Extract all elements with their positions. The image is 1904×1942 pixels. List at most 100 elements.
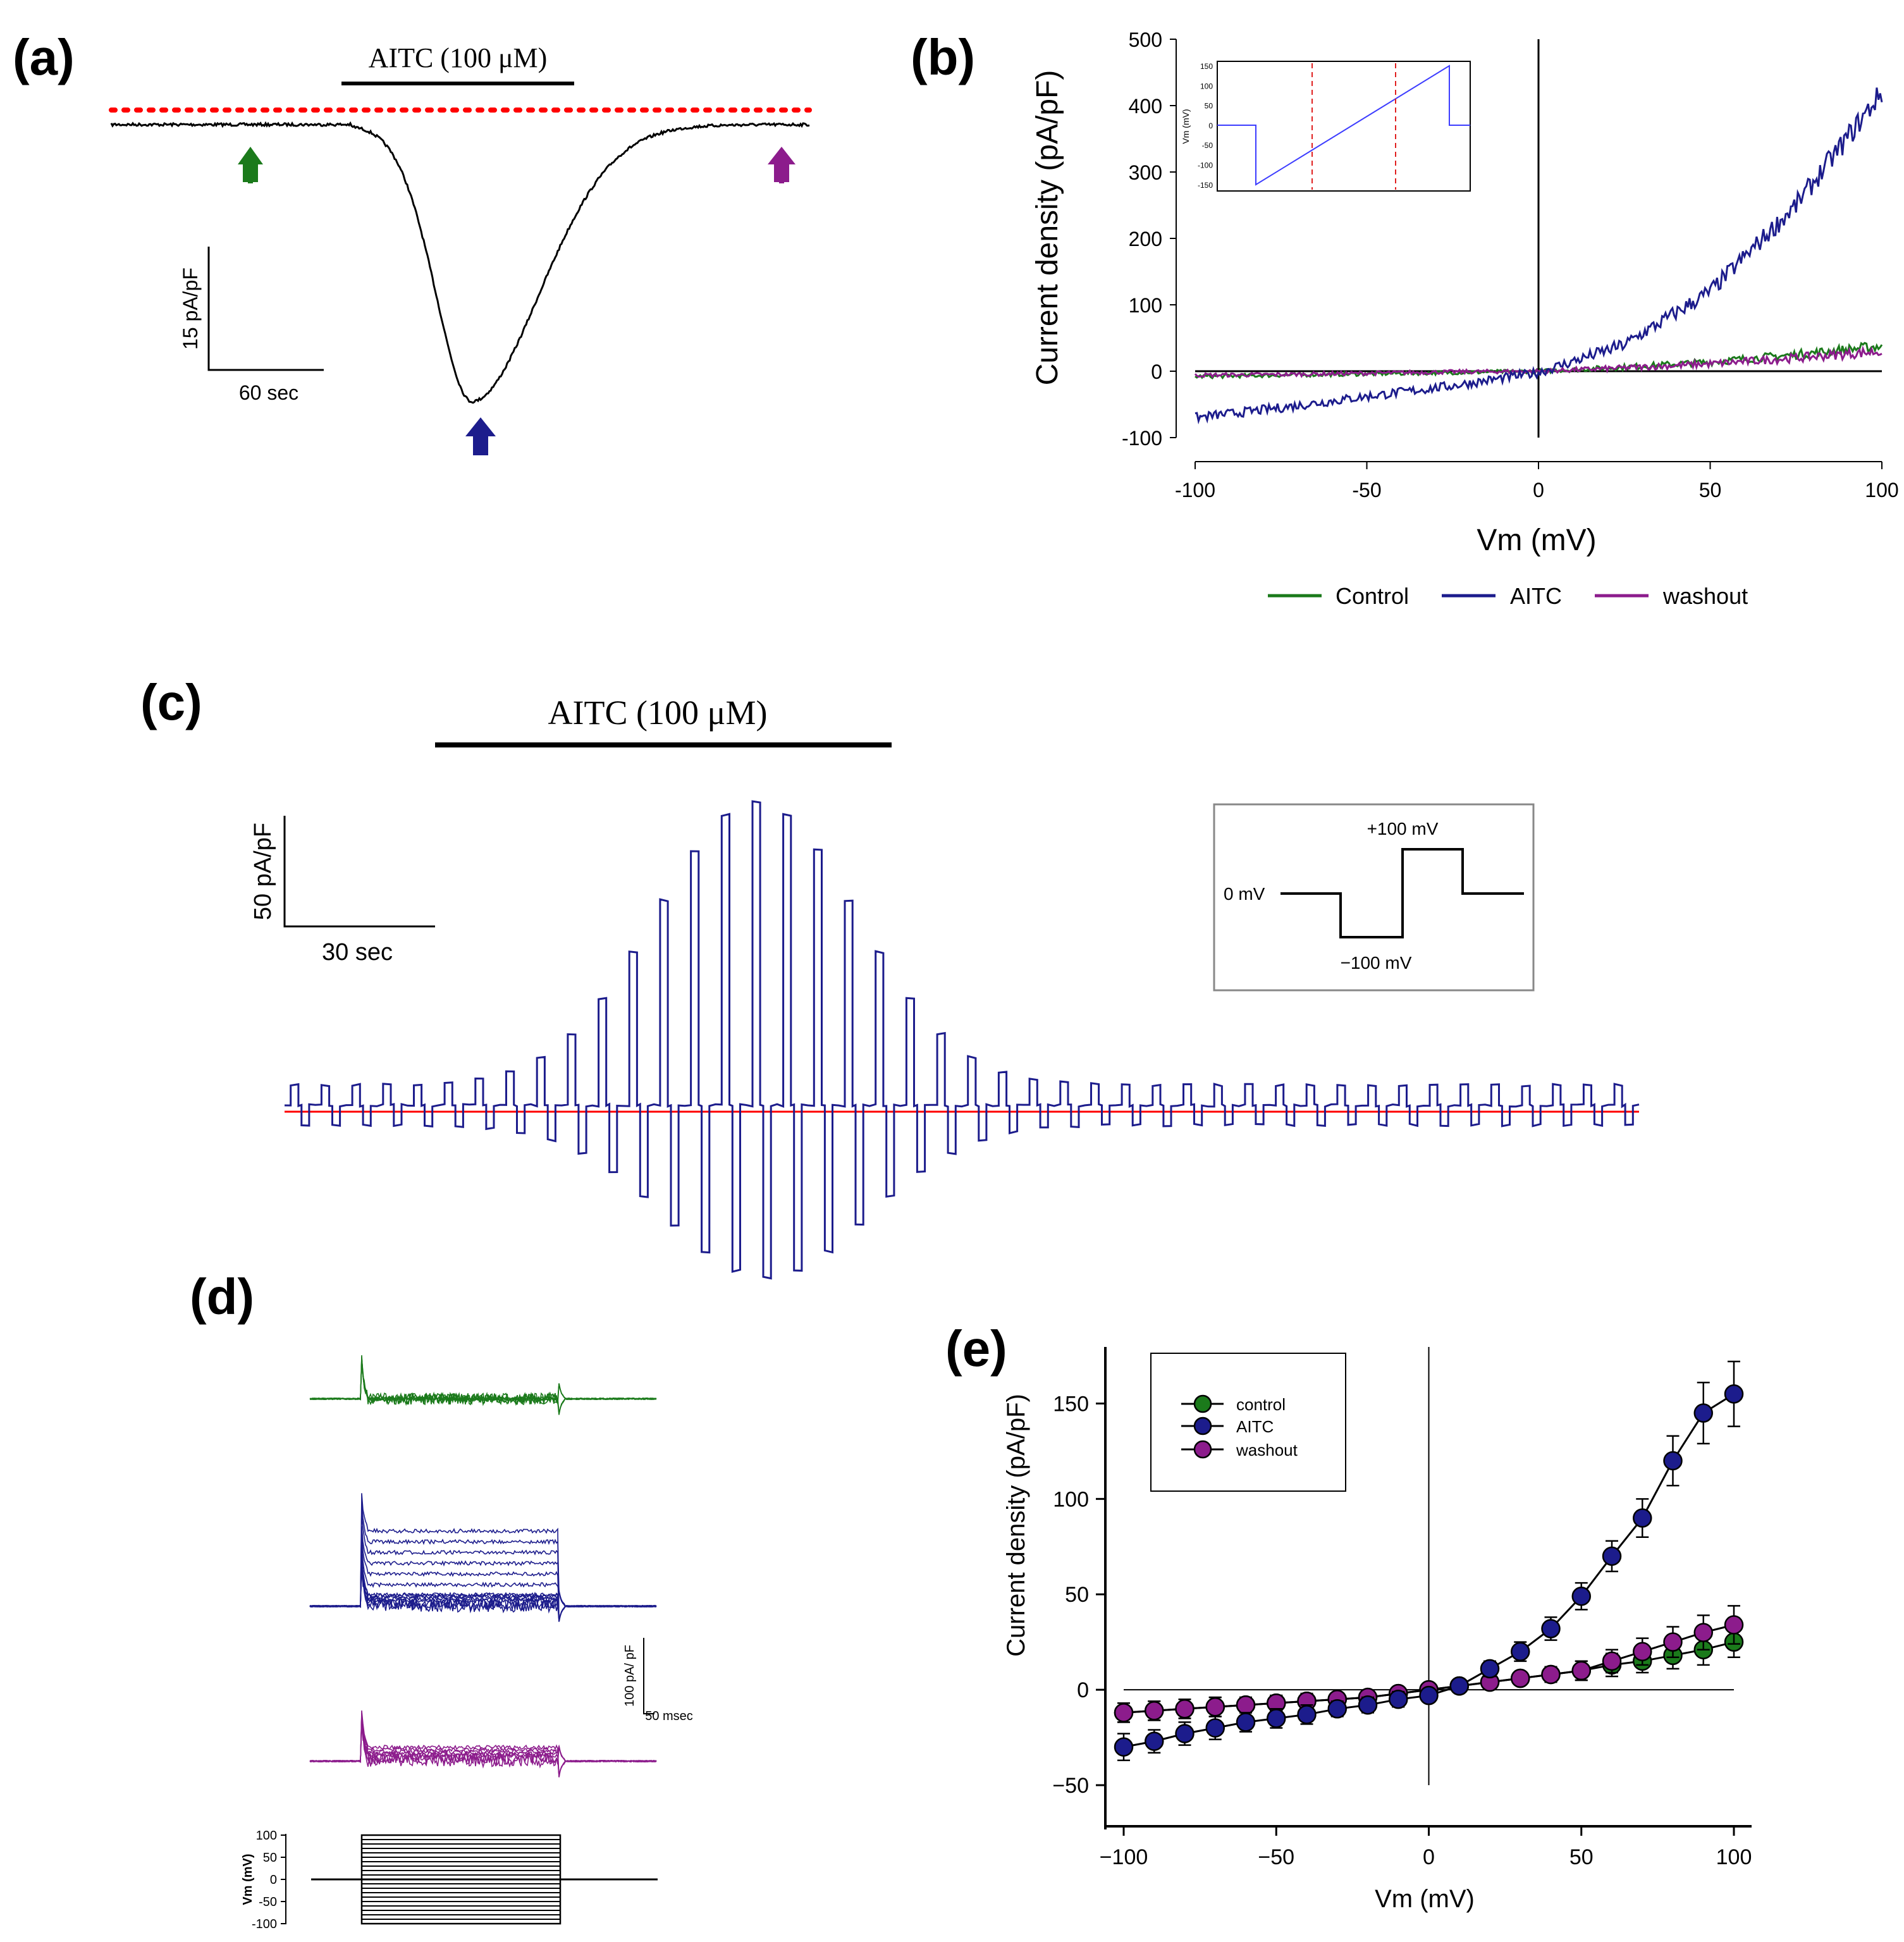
washout-arrow-stem xyxy=(774,163,789,182)
inset-frame xyxy=(1217,61,1471,192)
panel-d-trace-aitc xyxy=(309,1493,657,1622)
panel-e-xtick-label: −100 xyxy=(1100,1845,1148,1869)
panel-b-line-aitc xyxy=(1195,87,1883,425)
panel-e-point-aitc xyxy=(1358,1695,1378,1715)
legend-marker-aitc xyxy=(1193,1417,1212,1435)
panel-e-point-aitc xyxy=(1571,1586,1591,1606)
panel-e-point-aitc xyxy=(1541,1619,1561,1638)
panel-d-protocol: 100 50 0 -50 -100 Vm (mV) xyxy=(241,1829,658,1931)
panel-b-label: (b) xyxy=(911,29,975,85)
panel-d-label: (d) xyxy=(190,1269,254,1325)
panel-e: (e) −50 0 50 100 150 −100 −50 0 50 100 Vm (mV) Cu… xyxy=(945,1320,1752,1913)
panel-e-series xyxy=(1114,1360,1744,1762)
panel-e-ytick-label: 100 xyxy=(1053,1487,1089,1511)
panel-a-trace xyxy=(110,121,810,404)
control-arrow-stem xyxy=(243,163,258,182)
panel-e-point-washout xyxy=(1633,1642,1652,1662)
panel-e-point-aitc xyxy=(1693,1403,1713,1423)
panel-d-scale-x: 50 msec xyxy=(645,1709,693,1723)
panel-c: (c) AITC (100 μM) 50 pA/pF 30 sec +100 m… xyxy=(140,674,1640,1280)
panel-e-point-aitc xyxy=(1205,1718,1225,1738)
panel-d: (d) 100 pA/ pF 50 msec 100 50 0 -50 -100 Vm … xyxy=(190,1269,693,1931)
panel-e-point-washout xyxy=(1541,1664,1561,1685)
panel-a: (a) AITC (100 μM) 15 pA/pF 60 sec xyxy=(13,29,812,455)
panel-b-ytick-label: 400 xyxy=(1129,95,1162,118)
panel-b-ytick-label: -100 xyxy=(1122,427,1162,450)
protocol-y-ticks: 100 50 0 -50 -100 xyxy=(252,1829,286,1931)
protocol-ylabel: Vm (mV) xyxy=(241,1853,255,1905)
inset-ylabel: Vm (mV) xyxy=(1181,109,1191,144)
panel-a-scale-bar xyxy=(207,247,324,371)
protocol-ytick-label: -50 xyxy=(259,1895,277,1909)
panel-b-ytick-label: 300 xyxy=(1129,161,1162,184)
panel-d-traces xyxy=(309,1355,657,1778)
panel-e-xtick-label: 0 xyxy=(1423,1845,1435,1869)
legend-label-control: control xyxy=(1236,1395,1286,1414)
legend-label-washout: washout xyxy=(1662,583,1748,609)
panel-e-point-washout xyxy=(1602,1651,1622,1671)
panel-e-point-aitc xyxy=(1175,1724,1195,1743)
legend-label-washout: washout xyxy=(1236,1441,1298,1460)
panel-e-xtick-label: −50 xyxy=(1258,1845,1294,1869)
panel-e-point-aitc xyxy=(1236,1712,1256,1732)
panel-d-trace-control xyxy=(309,1360,657,1415)
panel-e-ytick-label: 50 xyxy=(1065,1583,1089,1607)
panel-e-legend: control AITC washout xyxy=(1150,1353,1346,1492)
protocol-bottom-label: −100 mV xyxy=(1341,953,1412,973)
panel-e-xtick-label: 50 xyxy=(1569,1845,1594,1869)
panel-b-xtick-label: 0 xyxy=(1533,479,1544,501)
panel-b-series xyxy=(1194,87,1883,425)
inset-ytick-label: 50 xyxy=(1205,102,1213,111)
panel-c-drug-label: AITC (100 μM) xyxy=(548,694,768,732)
protocol-frame xyxy=(1213,803,1535,992)
inset-ytick-label: 150 xyxy=(1200,62,1213,71)
panel-e-point-aitc xyxy=(1327,1699,1347,1719)
legend-marker-control xyxy=(1193,1394,1212,1413)
panel-e-point-aitc xyxy=(1724,1384,1744,1404)
inset-ramp xyxy=(1217,65,1470,186)
panel-e-point-aitc xyxy=(1633,1508,1652,1528)
panel-b-xtick-label: -50 xyxy=(1352,479,1381,501)
panel-e-xlabel: Vm (mV) xyxy=(1375,1885,1475,1913)
protocol-steps xyxy=(360,1834,562,1925)
panel-c-protocol: +100 mV 0 mV −100 mV xyxy=(1213,803,1535,992)
panel-b-xtick-label: 50 xyxy=(1699,479,1722,501)
panel-e-point-aitc xyxy=(1480,1659,1500,1679)
panel-e-point-washout xyxy=(1571,1661,1591,1681)
legend-label-control: Control xyxy=(1336,583,1409,609)
panel-b-ytick-label: 500 xyxy=(1129,28,1162,51)
panel-e-point-aitc xyxy=(1145,1731,1164,1751)
legend-marker-washout xyxy=(1193,1440,1212,1459)
panel-e-ytick-label: −50 xyxy=(1052,1774,1089,1798)
panel-e-point-washout xyxy=(1114,1703,1134,1723)
panel-e-point-aitc xyxy=(1511,1642,1530,1662)
panel-e-label: (e) xyxy=(945,1320,1007,1377)
legend-frame xyxy=(1150,1353,1346,1492)
panel-b-inset: 150 100 50 0 -50 -100 -150 Vm (mV) xyxy=(1181,61,1471,192)
panel-e-ytick-label: 150 xyxy=(1053,1392,1089,1416)
panel-e-point-washout xyxy=(1236,1695,1256,1715)
panel-d-trace-washout xyxy=(309,1710,657,1778)
panel-e-point-aitc xyxy=(1602,1546,1622,1566)
panel-a-label: (a) xyxy=(13,29,75,85)
panel-e-xtick-label: 100 xyxy=(1716,1845,1752,1869)
protocol-ytick-label: -100 xyxy=(252,1917,277,1931)
panel-b-xlabel: Vm (mV) xyxy=(1477,524,1596,557)
panel-e-ylabel: Current density (pA/pF) xyxy=(1002,1394,1030,1657)
panel-a-drug-label: AITC (100 μM) xyxy=(369,42,548,73)
protocol-ytick-label: 50 xyxy=(263,1851,277,1865)
panel-e-point-aitc xyxy=(1389,1689,1408,1709)
protocol-waveform xyxy=(1281,848,1524,938)
panel-e-point-washout xyxy=(1663,1632,1683,1652)
panel-e-axes: −50 0 50 100 150 −100 −50 0 50 100 xyxy=(1052,1347,1752,1869)
panel-b-ytick-label: 200 xyxy=(1129,228,1162,250)
panel-c-scale-bar xyxy=(283,816,435,928)
panel-a-scale-y: 15 pA/pF xyxy=(179,267,202,350)
panel-e-point-aitc xyxy=(1449,1676,1469,1696)
legend-label-aitc: AITC xyxy=(1510,583,1562,609)
panel-e-point-aitc xyxy=(1114,1737,1134,1757)
inset-ytick-label: -100 xyxy=(1198,161,1213,170)
panel-c-label: (c) xyxy=(140,674,202,730)
